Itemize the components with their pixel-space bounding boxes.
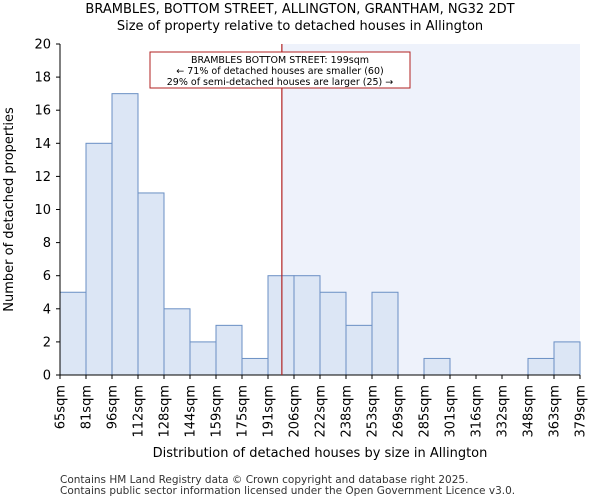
histogram-bar bbox=[189, 341, 217, 376]
histogram-bar bbox=[371, 291, 399, 376]
y-tick-label: 16 bbox=[34, 104, 51, 119]
annotation-text: BRAMBLES BOTTOM STREET: 199sqm bbox=[191, 55, 369, 66]
y-tick-label: 6 bbox=[43, 269, 51, 284]
chart-subtitle: Size of property relative to detached ho… bbox=[116, 19, 484, 34]
x-tick-label: 285sqm bbox=[418, 385, 433, 438]
annotation-text: 29% of semi-detached houses are larger (… bbox=[167, 77, 394, 88]
x-tick-label: 144sqm bbox=[184, 385, 199, 438]
histogram-bar bbox=[163, 308, 191, 376]
y-tick-label: 2 bbox=[43, 335, 51, 350]
x-tick-label: 81sqm bbox=[80, 385, 95, 429]
y-tick-label: 14 bbox=[34, 137, 51, 152]
y-tick-label: 8 bbox=[43, 236, 51, 251]
histogram-bar bbox=[423, 357, 451, 376]
x-tick-label: 159sqm bbox=[210, 385, 225, 438]
x-tick-label: 128sqm bbox=[158, 385, 173, 438]
x-tick-label: 332sqm bbox=[496, 385, 511, 438]
histogram-bar bbox=[527, 357, 555, 376]
x-tick-label: 301sqm bbox=[444, 385, 459, 438]
histogram-bar bbox=[345, 324, 373, 376]
y-tick-label: 4 bbox=[43, 302, 51, 317]
annotation-text: ← 71% of detached houses are smaller (60… bbox=[176, 66, 383, 77]
y-tick-label: 12 bbox=[34, 170, 51, 185]
x-tick-label: 191sqm bbox=[262, 385, 277, 438]
histogram-bar bbox=[59, 291, 87, 376]
y-tick-label: 10 bbox=[34, 203, 51, 218]
x-tick-label: 112sqm bbox=[132, 385, 147, 438]
x-tick-label: 253sqm bbox=[366, 385, 381, 438]
x-axis-label: Distribution of detached houses by size … bbox=[153, 446, 488, 461]
histogram-bar bbox=[241, 357, 269, 376]
x-tick-label: 238sqm bbox=[340, 385, 355, 438]
x-tick-label: 348sqm bbox=[522, 385, 537, 438]
annotation-box bbox=[149, 51, 411, 89]
footer-copyright: Contains HM Land Registry data © Crown c… bbox=[60, 474, 469, 486]
histogram-bar bbox=[319, 291, 347, 376]
histogram-bar bbox=[215, 324, 243, 376]
y-axis-label: Number of detached properties bbox=[2, 107, 17, 312]
x-tick-label: 65sqm bbox=[54, 385, 69, 429]
footer-licence: Contains public sector information licen… bbox=[60, 485, 516, 497]
histogram-bar bbox=[267, 275, 295, 376]
x-tick-label: 379sqm bbox=[574, 385, 589, 438]
histogram-bar bbox=[111, 93, 139, 376]
x-tick-label: 206sqm bbox=[288, 385, 303, 438]
histogram-bar bbox=[85, 142, 113, 376]
y-tick-label: 18 bbox=[34, 71, 51, 86]
y-tick-label: 20 bbox=[34, 38, 51, 53]
histogram-bar bbox=[553, 341, 581, 376]
histogram-bar bbox=[137, 192, 165, 376]
x-tick-label: 316sqm bbox=[470, 385, 485, 438]
x-tick-label: 175sqm bbox=[236, 385, 251, 438]
x-tick-label: 96sqm bbox=[106, 385, 121, 429]
histogram-bar bbox=[293, 275, 321, 376]
chart-title: BRAMBLES, BOTTOM STREET, ALLINGTON, GRAN… bbox=[85, 2, 515, 17]
x-tick-label: 269sqm bbox=[392, 385, 407, 438]
x-tick-label: 222sqm bbox=[314, 385, 329, 438]
y-tick-label: 0 bbox=[43, 369, 51, 384]
x-tick-label: 363sqm bbox=[548, 385, 563, 438]
